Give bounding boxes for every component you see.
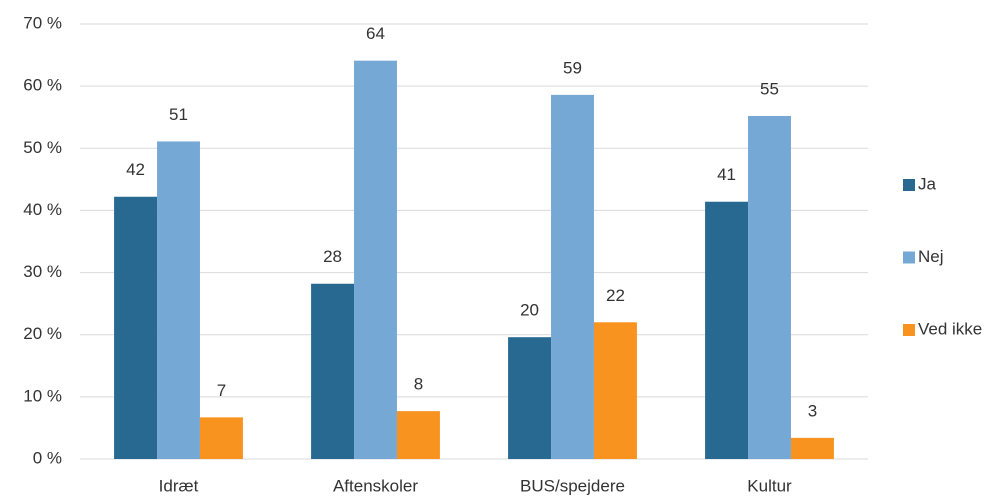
data-label: 64 bbox=[366, 24, 385, 43]
data-label: 42 bbox=[126, 160, 145, 179]
data-label: 41 bbox=[717, 165, 736, 184]
y-tick-label: 0 % bbox=[33, 448, 62, 467]
bar bbox=[748, 115, 791, 459]
bar bbox=[508, 337, 552, 459]
legend-label: Nej bbox=[918, 247, 944, 266]
bar bbox=[354, 60, 397, 460]
bar bbox=[396, 411, 440, 459]
data-label: 3 bbox=[808, 401, 817, 420]
data-label: 59 bbox=[563, 58, 582, 77]
x-tick-label: Kultur bbox=[747, 476, 792, 495]
legend-swatch bbox=[903, 179, 915, 191]
data-label: 55 bbox=[760, 79, 779, 98]
x-tick-label: Aftenskoler bbox=[333, 476, 418, 495]
bar bbox=[114, 196, 158, 459]
y-tick-label: 60 % bbox=[23, 76, 62, 95]
bar bbox=[705, 201, 749, 459]
data-label: 51 bbox=[169, 105, 188, 124]
data-label: 22 bbox=[606, 286, 625, 305]
y-tick-label: 30 % bbox=[23, 262, 62, 281]
legend-swatch bbox=[903, 324, 915, 336]
data-label: 28 bbox=[323, 247, 342, 266]
y-tick-label: 10 % bbox=[23, 386, 62, 405]
x-tick-label: Idræt bbox=[159, 476, 199, 495]
y-tick-label: 40 % bbox=[23, 200, 62, 219]
y-tick-label: 20 % bbox=[23, 324, 62, 343]
bar bbox=[311, 283, 355, 459]
bar bbox=[790, 437, 834, 459]
legend-label: Ved ikke bbox=[918, 319, 982, 338]
legend-label: Ja bbox=[918, 174, 937, 193]
bar bbox=[157, 141, 200, 459]
x-tick-label: BUS/spejdere bbox=[520, 476, 625, 495]
data-label: 20 bbox=[520, 301, 539, 320]
data-label: 8 bbox=[414, 375, 423, 394]
y-tick-label: 50 % bbox=[23, 138, 62, 157]
bar bbox=[551, 94, 594, 459]
data-label: 7 bbox=[217, 381, 226, 400]
bar bbox=[593, 322, 637, 459]
y-tick-label: 70 % bbox=[23, 13, 62, 32]
bar bbox=[199, 417, 243, 459]
legend-swatch bbox=[903, 251, 915, 264]
